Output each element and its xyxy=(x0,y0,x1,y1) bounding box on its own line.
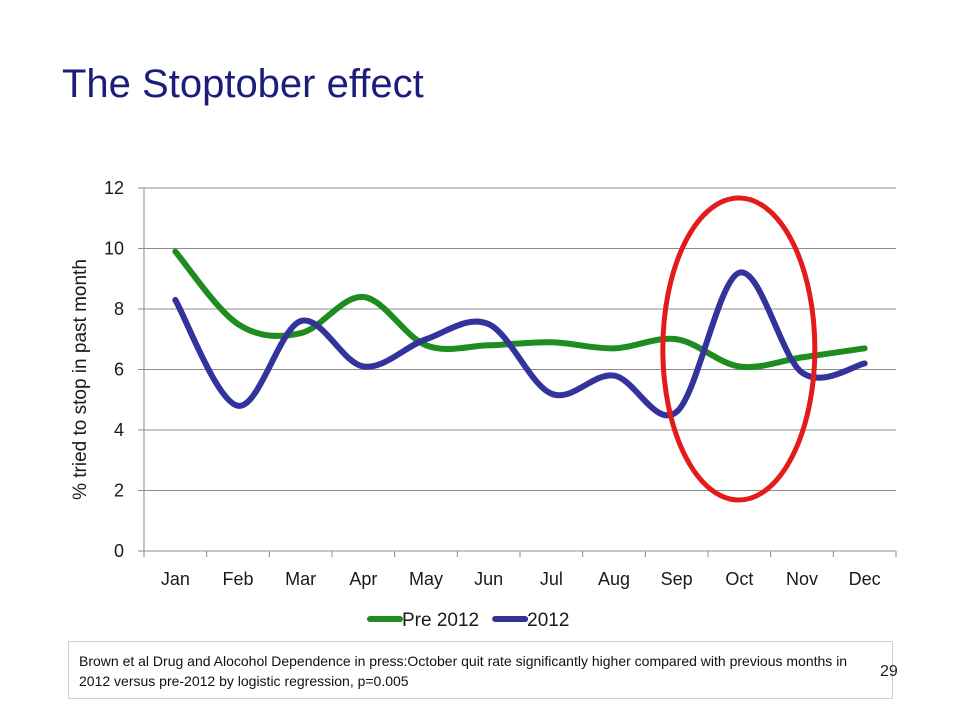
data-point-pre-2012 xyxy=(488,344,490,346)
x-tick-label: Dec xyxy=(849,569,881,589)
x-tick-label: Oct xyxy=(725,569,753,589)
data-point-2012 xyxy=(174,299,176,301)
data-point-2012 xyxy=(864,362,866,364)
slide-title: The Stoptober effect xyxy=(62,62,424,106)
highlight-ellipse xyxy=(660,195,818,503)
x-tick-label: Jan xyxy=(161,569,190,589)
line-chart: 0 2 4 6 8 10 12 Jan Feb Mar Apr May Jun Jul Aug Sep Oct… xyxy=(70,178,897,631)
page-number: 29 xyxy=(880,663,898,680)
data-point-2012 xyxy=(300,320,302,322)
data-point-pre-2012 xyxy=(237,323,239,325)
y-tick-label: 0 xyxy=(114,541,124,561)
x-tick-label: Jul xyxy=(540,569,563,589)
data-point-2012 xyxy=(550,393,552,395)
x-tick-label: Aug xyxy=(598,569,630,589)
data-point-pre-2012 xyxy=(864,347,866,349)
y-tick-label: 8 xyxy=(114,299,124,319)
axes xyxy=(138,187,897,557)
x-tick-label: May xyxy=(409,569,443,589)
data-point-pre-2012 xyxy=(174,251,176,253)
data-point-pre-2012 xyxy=(613,347,615,349)
data-point-pre-2012 xyxy=(738,365,740,367)
x-tick-label: Apr xyxy=(349,569,377,589)
y-tick-label: 4 xyxy=(114,420,124,440)
y-axis-title: % tried to stop in past month xyxy=(70,259,91,500)
citation-text: Brown et al Drug and Alocohol Dependence… xyxy=(79,653,848,689)
y-tick-label: 6 xyxy=(114,360,124,380)
x-tick-labels: Jan Feb Mar Apr May Jun Jul Aug Sep Oct Nov Dec xyxy=(161,569,881,589)
legend: Pre 2012 2012 xyxy=(367,610,569,631)
legend-label-pre-2012: Pre 2012 xyxy=(402,610,479,631)
legend-label-2012: 2012 xyxy=(527,610,569,631)
y-tick-label: 2 xyxy=(114,481,124,501)
data-point-pre-2012 xyxy=(550,341,552,343)
data-point-2012 xyxy=(488,323,490,325)
highlight-annotation xyxy=(660,195,818,503)
y-tick-labels: 0 2 4 6 8 10 12 xyxy=(104,178,124,561)
data-point-2012 xyxy=(237,405,239,407)
data-point-2012 xyxy=(801,372,803,374)
x-tick-label: Nov xyxy=(786,569,818,589)
series-lines xyxy=(172,248,868,419)
data-point-2012 xyxy=(425,338,427,340)
x-tick-label: Mar xyxy=(285,569,316,589)
y-tick-label: 12 xyxy=(104,178,124,198)
data-point-2012 xyxy=(738,272,740,274)
x-tick-label: Feb xyxy=(222,569,253,589)
data-point-2012 xyxy=(362,365,364,367)
x-tick-label: Sep xyxy=(661,569,693,589)
series-line-2012 xyxy=(172,269,868,419)
data-point-pre-2012 xyxy=(362,296,364,298)
data-point-2012 xyxy=(613,375,615,377)
x-tick-label: Jun xyxy=(474,569,503,589)
y-tick-label: 10 xyxy=(104,239,124,259)
data-point-pre-2012 xyxy=(676,338,678,340)
citation-box: Brown et al Drug and Alocohol Dependence… xyxy=(68,641,893,699)
data-point-pre-2012 xyxy=(300,332,302,334)
data-point-pre-2012 xyxy=(801,356,803,358)
data-point-2012 xyxy=(676,411,678,413)
data-point-pre-2012 xyxy=(425,344,427,346)
